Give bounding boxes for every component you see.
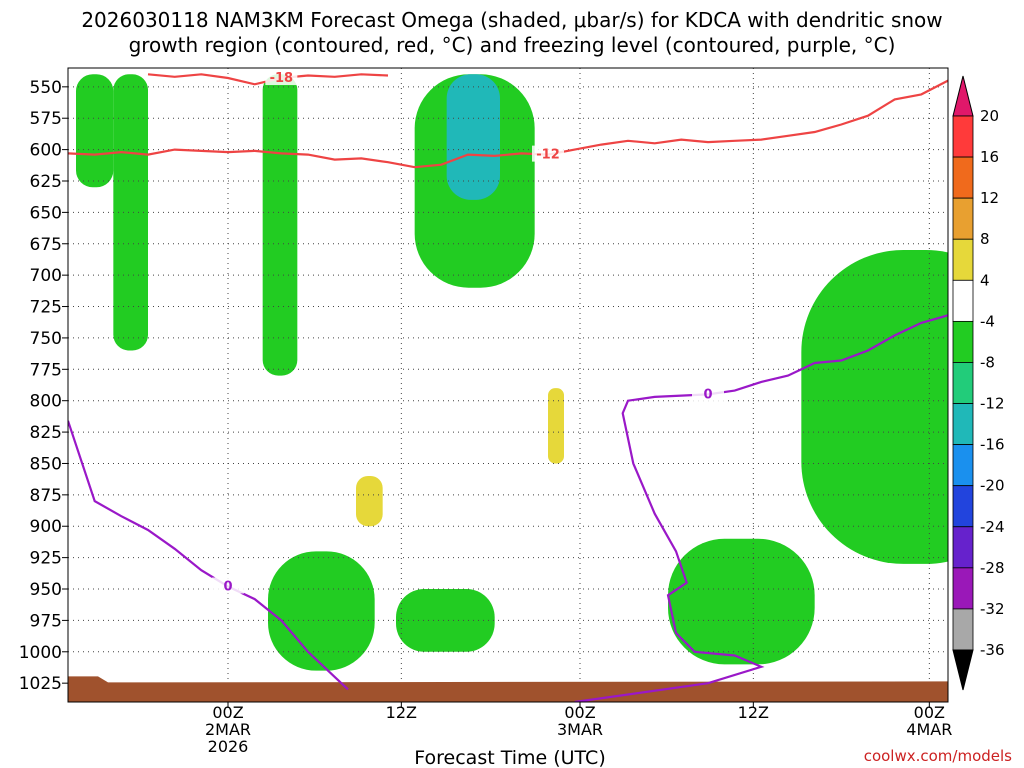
colorbar-swatch-6	[952, 362, 974, 404]
colorbar-swatch-9	[952, 485, 974, 528]
y-tick-label-550: 550	[30, 78, 62, 98]
freezing-level-0-east-label-bg	[692, 385, 724, 402]
colorbar-swatch-10	[952, 526, 974, 569]
colorbar-label-3: 8	[980, 230, 990, 248]
dgz-minus-12-label-bg	[532, 145, 564, 162]
credit-text: coolwx.com/models	[864, 747, 1012, 765]
x-axis-label: Forecast Time (UTC)	[414, 747, 605, 768]
y-tick-label-750: 750	[30, 329, 62, 349]
x-tick-label-2-0: 00Z	[564, 703, 595, 722]
grid-layer	[68, 68, 948, 702]
colorbar-label-11: -28	[980, 559, 1005, 577]
omega-band-minus8-b	[113, 74, 148, 351]
x-tick-label-0-2: 2026	[208, 737, 249, 756]
colorbar-label-10: -24	[980, 518, 1005, 536]
colorbar-label-4: 4	[980, 271, 990, 289]
y-tick-label-975: 975	[30, 611, 62, 631]
colorbar-swatch-0	[952, 115, 974, 158]
colorbar-label-9: -20	[980, 477, 1005, 495]
colorbar: 20 16 12 8 4 -4 -8 -12 -16 -20 -24 -28 -32 -36	[952, 75, 1005, 691]
colorbar-swatch-4	[952, 279, 974, 322]
y-tick-label-575: 575	[30, 109, 62, 129]
colorbar-swatch-8	[952, 444, 974, 487]
omega-band-minus12-d	[446, 74, 500, 200]
x-tick-label-2-1: 3MAR	[557, 720, 603, 739]
freezing-level-0-label-bg	[212, 577, 244, 594]
x-tick-label-4-1: 4MAR	[906, 720, 952, 739]
colorbar-swatch-3	[952, 238, 974, 281]
y-tick-label-675: 675	[30, 235, 62, 255]
chart-title-line-1: 2026030118 NAM3KM Forecast Omega (shaded…	[81, 8, 942, 32]
chart-title-line-2: growth region (contoured, red, °C) and f…	[129, 33, 896, 57]
colorbar-label-7: -12	[980, 395, 1005, 413]
y-tick-label-925: 925	[30, 549, 62, 569]
colorbar-swatch-12	[952, 608, 974, 651]
colorbar-label-12: -32	[980, 600, 1005, 618]
ground-surface	[68, 673, 948, 702]
omega-band-minus8-a	[76, 74, 114, 188]
y-tick-label-825: 825	[30, 423, 62, 443]
omega-band-lowlevel-b	[396, 589, 495, 652]
colorbar-bottom-arrow	[952, 649, 974, 691]
ground-layer	[68, 673, 948, 702]
plot-area: -12 -18 0 0	[68, 68, 1001, 702]
colorbar-swatch-1	[952, 156, 974, 199]
freezing-level-0-east-line	[574, 314, 948, 702]
x-tick-label-1-0: 12Z	[386, 703, 417, 722]
omega-band-minus8-c	[262, 74, 298, 376]
freezing-level-0-label: 0	[223, 579, 232, 594]
colorbar-label-1: 16	[980, 148, 999, 166]
colorbar-label-0: 20	[980, 107, 999, 125]
dgz-minus-12-line	[68, 79, 948, 169]
colorbar-swatch-5	[952, 320, 974, 363]
y-tick-label-625: 625	[30, 172, 62, 192]
colorbar-label-6: -8	[980, 353, 995, 371]
omega-band-east-a	[668, 538, 815, 665]
omega-band-plus4-a	[356, 476, 383, 527]
y-tick-label-900: 900	[30, 517, 62, 537]
y-tick-label-600: 600	[30, 141, 62, 161]
y-tick-label-1025: 1025	[19, 674, 62, 694]
omega-band-plus4-b	[548, 388, 564, 464]
colorbar-label-13: -36	[980, 641, 1005, 659]
colorbar-swatch-11	[952, 567, 974, 610]
x-tick-label-0-0: 00Z	[212, 703, 243, 722]
colorbar-swatch-7	[952, 403, 974, 446]
dgz-minus-12-label: -12	[536, 148, 560, 163]
colorbar-label-2: 12	[980, 189, 999, 207]
y-tick-label-700: 700	[30, 266, 62, 286]
plot-frame	[67, 67, 949, 703]
y-tick-label-875: 875	[30, 486, 62, 506]
y-tick-label-650: 650	[30, 203, 62, 223]
contour-layer: -12 -18 0 0	[68, 69, 948, 702]
y-tick-label-775: 775	[30, 360, 62, 380]
y-tick-label-850: 850	[30, 454, 62, 474]
y-tick-label-950: 950	[30, 580, 62, 600]
dgz-minus-18-label-bg	[265, 69, 298, 86]
y-tick-label-800: 800	[30, 392, 62, 412]
omega-band-plus4-c	[948, 74, 1001, 99]
dgz-minus-18-label: -18	[270, 71, 294, 86]
x-tick-label-4-0: 00Z	[914, 703, 945, 722]
omega-shading-layer	[76, 74, 1001, 671]
y-axis-ticks: 550 575 600 625 650 675 700 725 750 775 800 825 850 8…	[19, 78, 68, 694]
colorbar-label-8: -16	[980, 436, 1005, 454]
x-tick-label-3-0: 12Z	[738, 703, 769, 722]
y-tick-label-1000: 1000	[19, 643, 62, 663]
colorbar-label-5: -4	[980, 312, 995, 330]
x-tick-label-0-1: 2MAR	[205, 720, 251, 739]
freezing-level-0-east-label: 0	[703, 387, 712, 402]
omega-band-lowlevel-a	[268, 551, 375, 671]
y-tick-label-725: 725	[30, 298, 62, 318]
colorbar-top-arrow	[952, 75, 974, 117]
colorbar-swatch-2	[952, 197, 974, 240]
